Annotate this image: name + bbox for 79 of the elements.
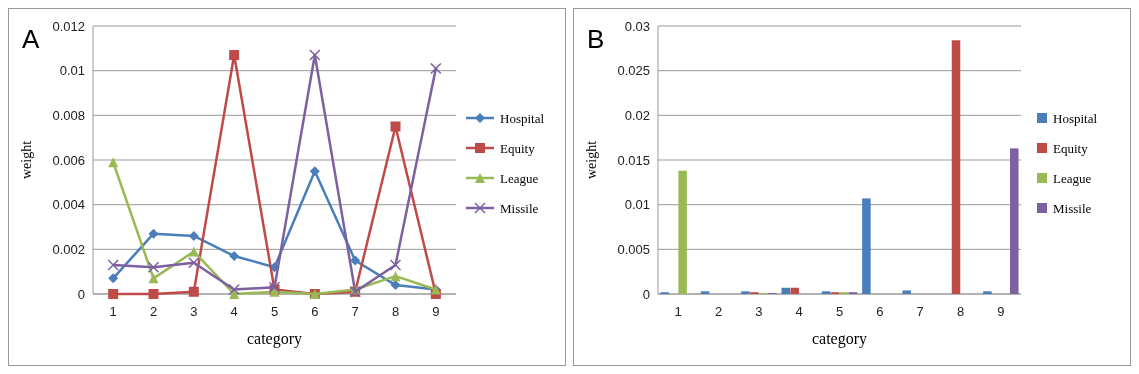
point (389, 259, 402, 271)
y-tick-label: 0.03 (624, 18, 650, 34)
y-tick-label: 0 (77, 286, 85, 302)
bar (902, 290, 911, 294)
point (229, 50, 240, 61)
bar (790, 287, 799, 294)
y-tick-label: 0.01 (624, 197, 650, 213)
x-axis-title: category (811, 330, 868, 348)
legend-label: League (500, 170, 539, 186)
x-tick-label: 1 (674, 304, 682, 319)
point (390, 280, 401, 291)
x-tick-label: 8 (956, 304, 965, 319)
point (147, 261, 160, 273)
y-tick-label: 0.025 (617, 63, 650, 79)
point (148, 289, 159, 299)
point (108, 157, 119, 168)
y-tick-label: 0.02 (624, 107, 650, 123)
point (229, 251, 240, 262)
y-tick-label: 0.004 (52, 197, 85, 213)
legend-label: Hospital (500, 110, 545, 126)
x-tick-label: 5 (270, 304, 279, 319)
x-tick-label: 7 (351, 304, 359, 319)
x-tick-label: 5 (835, 304, 844, 319)
point (390, 121, 401, 132)
legend-label: Missile (500, 200, 539, 216)
x-tick-label: 4 (795, 304, 803, 319)
y-tick-label: 0.008 (52, 107, 85, 123)
point (148, 228, 159, 239)
y-axis-title: weight (584, 140, 599, 180)
legend-label: League (1053, 170, 1092, 186)
x-tick-label: 2 (714, 304, 723, 319)
x-tick-label: 7 (916, 304, 924, 319)
x-tick-label: 6 (311, 304, 319, 319)
point (107, 259, 119, 271)
x-tick-label: 2 (149, 304, 158, 319)
x-tick-label: 9 (997, 304, 1005, 319)
text: B (587, 24, 605, 54)
point (350, 255, 361, 266)
point (188, 286, 199, 297)
point (148, 273, 159, 284)
legend-label: Hospital (1053, 110, 1098, 126)
x-tick-label: 6 (876, 304, 884, 319)
point (390, 271, 401, 282)
point (228, 283, 240, 296)
point (108, 273, 119, 284)
x-tick-label: 9 (432, 304, 440, 319)
y-tick-label: 0.015 (617, 152, 650, 168)
bar (983, 291, 992, 294)
y-tick-label: 0 (642, 286, 650, 302)
legend-label: Equity (1053, 140, 1089, 156)
x-tick-label: 3 (755, 304, 763, 319)
x-tick-label: 1 (109, 304, 117, 319)
legend-label: Equity (500, 140, 536, 156)
bar (821, 291, 831, 294)
legend-label: Missile (1053, 200, 1092, 216)
bar (678, 170, 687, 294)
y-axis-title: weight (19, 140, 34, 180)
point (309, 166, 320, 177)
point (188, 256, 200, 269)
text: A (22, 24, 40, 54)
bar (951, 40, 961, 294)
x-axis-title: category (246, 330, 303, 348)
x-tick-label: 8 (391, 304, 400, 319)
bar (1010, 148, 1019, 294)
bar (741, 291, 750, 294)
y-tick-label: 0.006 (52, 152, 85, 168)
point (188, 246, 199, 257)
point (309, 49, 321, 61)
bar (700, 291, 710, 294)
x-tick-label: 4 (230, 304, 238, 319)
bar (781, 287, 790, 294)
point (108, 289, 119, 299)
y-tick-label: 0.012 (52, 18, 85, 34)
y-tick-label: 0.002 (52, 241, 85, 257)
x-tick-label: 3 (190, 304, 198, 319)
y-tick-label: 0.01 (59, 63, 85, 79)
y-tick-label: 0.005 (617, 241, 650, 257)
bar (862, 198, 871, 294)
point (430, 62, 442, 75)
